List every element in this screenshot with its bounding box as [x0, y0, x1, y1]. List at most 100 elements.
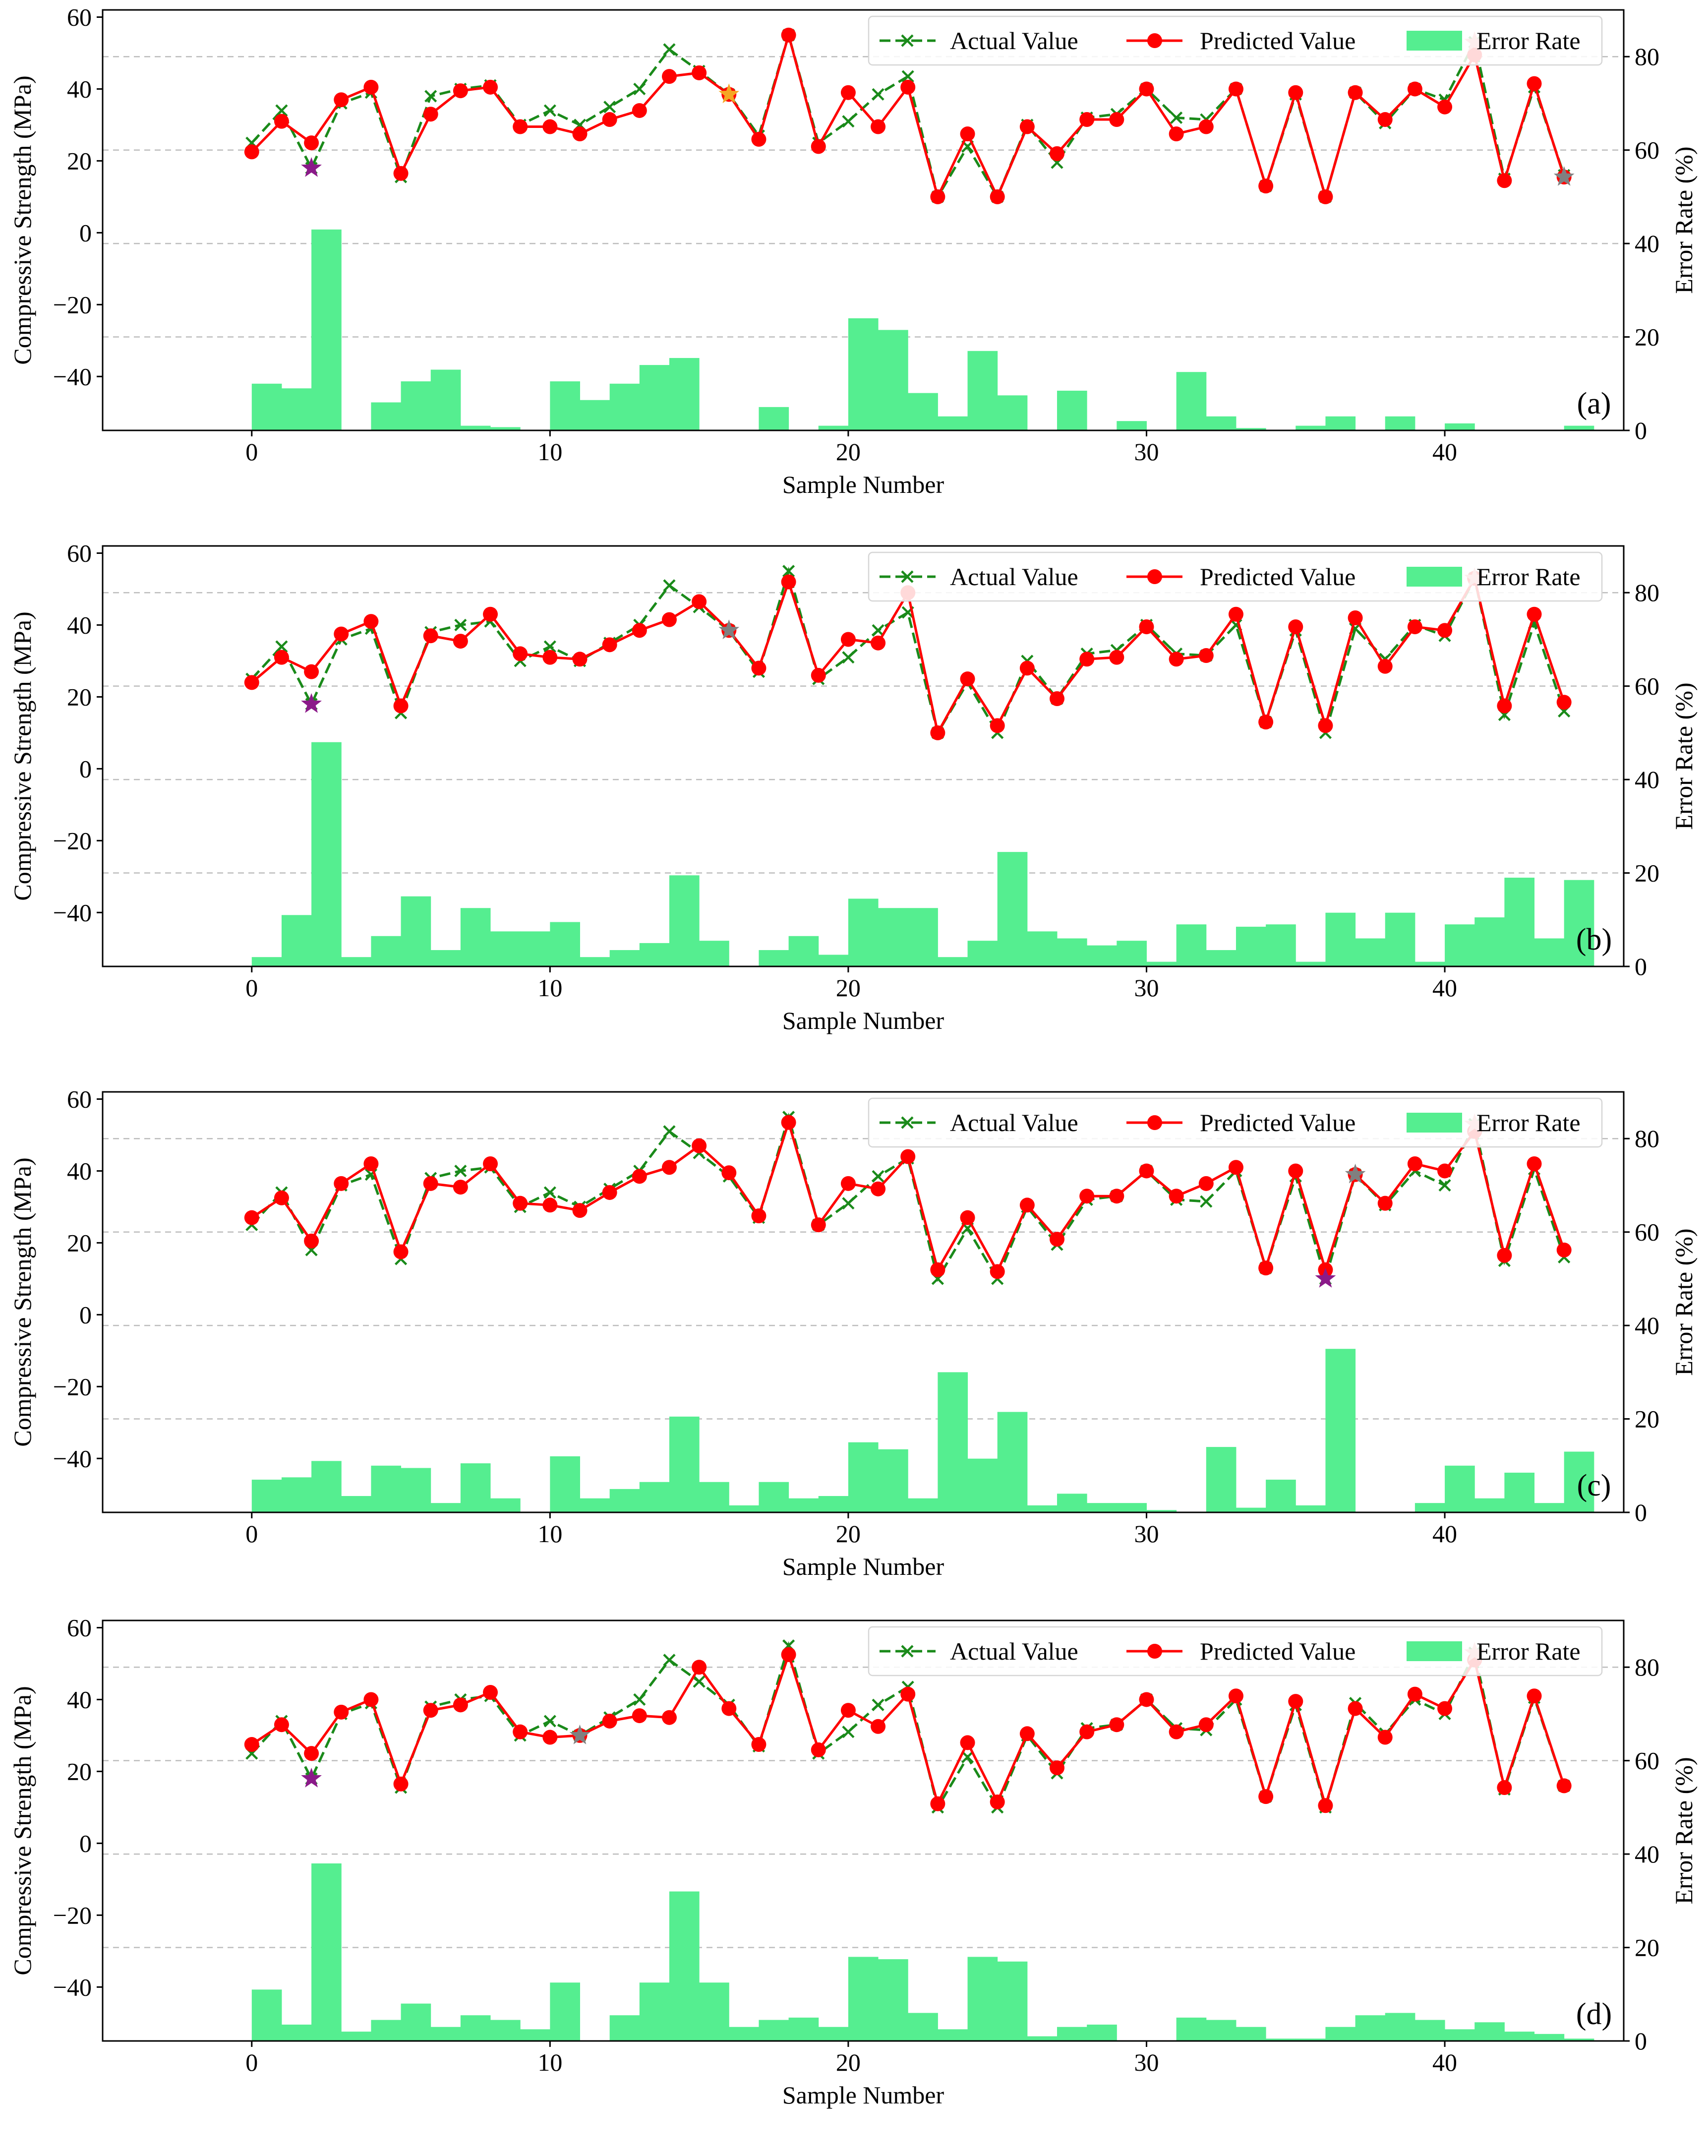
predicted-value-point [1079, 112, 1095, 127]
predicted-value-point [1228, 1160, 1243, 1175]
legend: Actual Value Predicted Value Error Rate [868, 1626, 1603, 1677]
predicted-value-point [990, 1795, 1005, 1810]
y-right-axis-label: Error Rate (%) [1670, 682, 1698, 830]
error-rate-bar [609, 1489, 640, 1512]
predicted-value-point [1050, 146, 1065, 161]
actual-value-point [872, 88, 884, 101]
error-rate-bars [251, 742, 1594, 966]
predicted-value-point [1019, 119, 1035, 134]
predicted-value-point [751, 1208, 766, 1224]
error-rate-bar [997, 852, 1028, 966]
error-rate-bar [1325, 912, 1356, 966]
error-rate-bar [311, 742, 342, 966]
y-axis-label: Compressive Strength (MPa) [8, 1157, 36, 1446]
error-rate-bar [639, 365, 670, 430]
predicted-value-point [1258, 1789, 1274, 1804]
actual-value-point [872, 1170, 884, 1183]
error-rate-bar [550, 381, 581, 430]
y-tick-label: 0 [79, 755, 92, 782]
actual-value-point [663, 1654, 676, 1667]
error-rate-bar [1564, 1451, 1594, 1512]
error-rate-bar [341, 1496, 371, 1512]
predicted-value-point [1050, 1760, 1065, 1776]
error-rate-bar [1414, 2020, 1445, 2041]
legend-predicted-label: Predicted Value [1200, 1109, 1355, 1137]
predicted-value-point [751, 660, 766, 676]
predicted-value-point [1228, 606, 1243, 622]
error-rate-bar [848, 898, 879, 966]
error-rate-bar [609, 950, 640, 966]
predicted-value-point [1437, 1701, 1453, 1716]
error-rate-bar [580, 1498, 610, 1512]
error-rate-bar [1474, 917, 1505, 966]
predicted-value-point [1407, 619, 1422, 635]
y-tick-label: −20 [53, 827, 92, 854]
predicted-value-point [572, 652, 588, 667]
legend-actual-label: Actual Value [950, 1637, 1078, 1665]
error-rate-bar [1027, 931, 1058, 966]
predicted-value-point [1288, 619, 1303, 635]
y-tick-label: 40 [67, 611, 92, 639]
predicted-value-point [572, 126, 588, 142]
actual-value-point [872, 624, 884, 637]
error-rate-bar [371, 402, 402, 430]
legend-box [868, 15, 1603, 66]
x-axis-label: Sample Number [782, 471, 944, 498]
error-rate-bar [1564, 880, 1594, 966]
legend-error-label: Error Rate [1476, 1637, 1581, 1665]
predicted-value-point [960, 126, 975, 142]
error-rate-bar [878, 908, 908, 966]
error-rate-bar [281, 2025, 312, 2041]
error-rate-bar [1057, 390, 1087, 430]
error-rate-bar [430, 369, 461, 430]
error-rate-bar [938, 957, 968, 966]
predicted-value-point [1348, 1701, 1363, 1716]
predicted-value-point [1497, 698, 1512, 714]
error-rate-bar [759, 1482, 789, 1512]
y-tick-label: 20 [67, 1757, 92, 1785]
predicted-value-point [1318, 189, 1333, 204]
error-rate-bar [281, 915, 312, 966]
chart-panel-3: 0 10 20 30 40 −40 −20 0 20 40 60 0 20 40 60 80 Sample Nu… [8, 1085, 1698, 1580]
actual-value-point [275, 640, 288, 653]
error-rate-bar [1146, 1510, 1177, 1512]
x-tick-label: 0 [245, 1520, 258, 1548]
error-rate-bar [759, 950, 789, 966]
error-rate-bar [759, 2020, 789, 2041]
error-rate-bar [669, 358, 700, 430]
predicted-value-point [1556, 1778, 1572, 1794]
predicted-value-point [871, 1181, 886, 1197]
predicted-value-point [542, 119, 558, 134]
predicted-value-point [1139, 1692, 1154, 1707]
predicted-value-point [363, 1156, 379, 1171]
predicted-value-point [692, 1660, 707, 1675]
error-rate-bar [1414, 1503, 1445, 1512]
error-rate-bar [1474, 2022, 1505, 2041]
legend-predicted-marker [1147, 569, 1162, 584]
predicted-value-point [1109, 1189, 1124, 1204]
error-rate-bar [251, 1989, 282, 2041]
predicted-value-point [453, 83, 468, 99]
error-rate-bar [1176, 372, 1207, 430]
y-tick-label: −40 [53, 1444, 92, 1472]
error-rate-bar [1027, 1505, 1058, 1512]
y-axis-label: Compressive Strength (MPa) [8, 611, 36, 900]
error-rate-bars [251, 1863, 1594, 2041]
panel-label: (d) [1576, 1997, 1612, 2031]
legend-predicted-marker [1147, 33, 1162, 48]
predicted-value-point [363, 79, 379, 95]
predicted-value-point [960, 1735, 975, 1750]
predicted-value-point [751, 1737, 766, 1752]
predicted-value-point [274, 1717, 289, 1733]
predicted-value-point [1497, 173, 1512, 188]
panel-label: (a) [1577, 387, 1611, 420]
actual-value-point [663, 579, 676, 592]
x-axis-label: Sample Number [782, 1007, 944, 1034]
error-rate-bar [1236, 2027, 1266, 2041]
predicted-value-point [632, 103, 647, 118]
actual-value-point [1438, 1179, 1451, 1192]
predicted-value-point [453, 634, 468, 649]
legend-error-swatch [1407, 1641, 1462, 1661]
predicted-value-point [363, 1692, 379, 1707]
error-rate-bar [908, 2013, 938, 2041]
